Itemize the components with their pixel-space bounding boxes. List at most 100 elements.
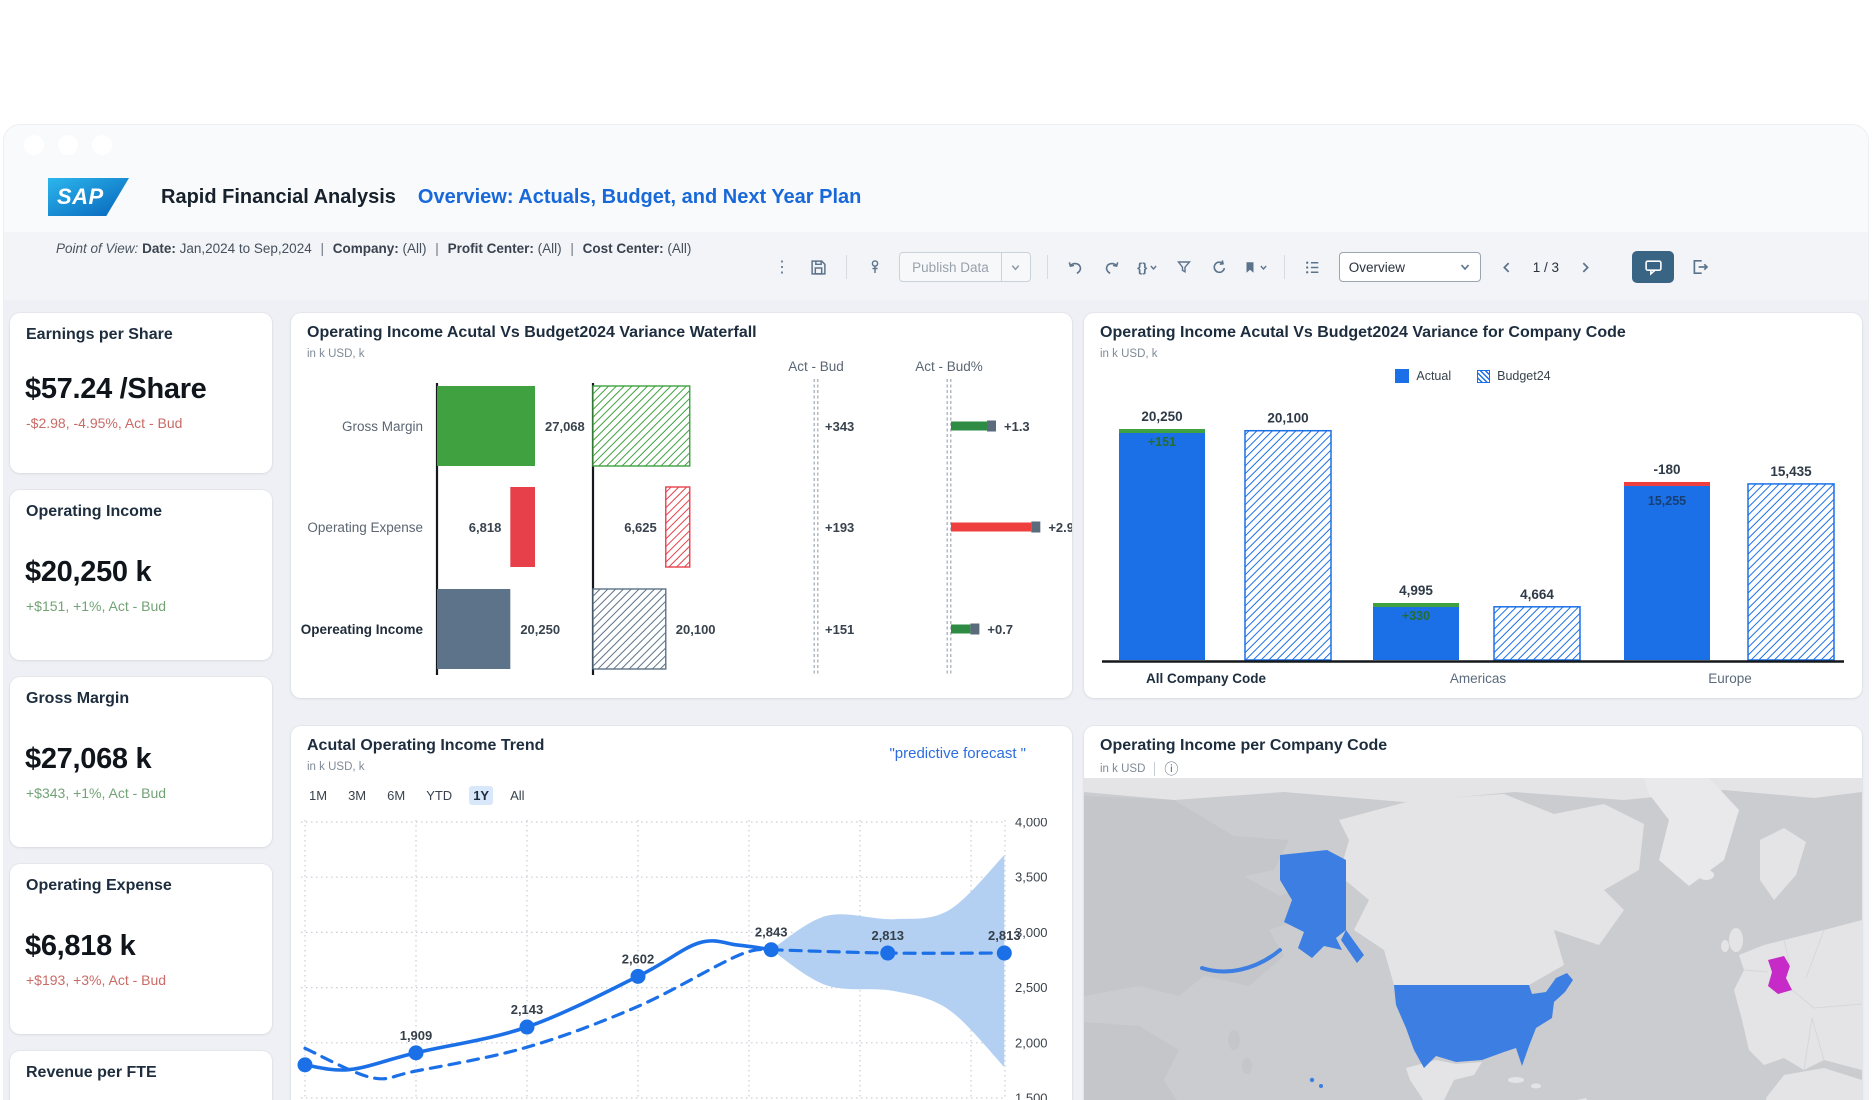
publish-dropdown-icon[interactable]: [1000, 253, 1030, 281]
svg-text:+343: +343: [825, 419, 854, 434]
svg-text:15,435: 15,435: [1770, 464, 1812, 479]
filter-icon[interactable]: [1168, 252, 1200, 282]
germany-region[interactable]: [1768, 956, 1792, 994]
chart-subtitle: in k USD, k: [307, 348, 365, 360]
chart-legend: Actual Budget24: [1084, 369, 1862, 383]
predictive-forecast-link[interactable]: "predictive forecast ": [889, 745, 1026, 762]
chart-subtitle: in k USD, k: [307, 761, 365, 773]
range-button-1y[interactable]: 1Y: [469, 786, 494, 805]
chart-title: Operating Income per Company Code: [1100, 737, 1388, 754]
kpi-value: $57.24 /Share: [25, 373, 207, 405]
time-range-selector: 1M 3M 6M YTD 1Y All: [305, 786, 529, 805]
bookmark-icon[interactable]: [1240, 252, 1272, 282]
kpi-card-operating-income[interactable]: Operating Income $20,250 k +$151, +1%, A…: [10, 490, 272, 660]
alaska-region[interactable]: [1280, 850, 1346, 958]
expression-icon[interactable]: {}: [1132, 252, 1164, 282]
pov-date-value[interactable]: Jan,2024 to Sep,2024: [179, 241, 312, 256]
chart-title: Acutal Operating Income Trend: [307, 737, 545, 754]
publish-data-label: Publish Data: [912, 259, 989, 275]
sap-logo: SAP: [48, 178, 129, 216]
svg-text:Gross Margin: Gross Margin: [342, 419, 423, 434]
header: SAP Rapid Financial Analysis Overview: A…: [48, 173, 861, 221]
list-icon[interactable]: [1297, 252, 1329, 282]
app-title: Rapid Financial Analysis: [161, 185, 396, 208]
legend-item-actual[interactable]: Actual: [1395, 369, 1451, 383]
pov-separator: |: [435, 241, 439, 256]
kpi-delta: -$2.98, -4.95%, Act - Bud: [26, 415, 183, 431]
kpi-card-earnings-per-share[interactable]: Earnings per Share $57.24 /Share -$2.98,…: [10, 313, 272, 473]
undo-icon[interactable]: [1060, 252, 1092, 282]
us-region[interactable]: [1394, 973, 1573, 1068]
range-button-6m[interactable]: 6M: [387, 788, 406, 803]
page-title-link[interactable]: Overview: Actuals, Budget, and Next Year…: [417, 185, 862, 208]
chart-subtitle: in k USD: [1100, 763, 1146, 775]
kpi-title: Gross Margin: [26, 690, 130, 707]
company-code-chart[interactable]: 20,250 +151 20,100 All Company Code 4,995 +33…: [1084, 393, 1862, 698]
toolbar-divider: [1283, 255, 1285, 279]
range-button-ytd[interactable]: YTD: [426, 788, 453, 803]
svg-text:Act - Bud: Act - Bud: [788, 359, 844, 374]
info-icon[interactable]: ⓘ: [1164, 761, 1179, 777]
svg-text:1,500: 1,500: [1015, 1091, 1048, 1100]
pin-icon[interactable]: [859, 252, 891, 282]
map-chart-card: Operating Income per Company Code in k U…: [1084, 726, 1862, 1100]
svg-text:Europe: Europe: [1708, 671, 1752, 686]
publish-data-button[interactable]: Publish Data: [899, 252, 1031, 282]
prev-page-icon[interactable]: [1491, 252, 1523, 282]
svg-text:Americas: Americas: [1450, 671, 1507, 686]
view-dropdown-icon: [1460, 264, 1469, 271]
svg-text:+193: +193: [825, 520, 854, 535]
view-select[interactable]: Overview: [1338, 252, 1481, 282]
kpi-title: Operating Income: [26, 503, 163, 520]
waterfall-chart[interactable]: Act - Bud Act - Bud% Gross Margin 27,068 +34…: [291, 353, 1072, 698]
svg-text:2,000: 2,000: [1015, 1035, 1048, 1050]
svg-text:2,813: 2,813: [988, 928, 1021, 943]
kpi-card-operating-expense[interactable]: Operating Expense $6,818 k +$193, +3%, A…: [10, 864, 272, 1034]
pov-profit-center-value[interactable]: (All): [537, 241, 562, 256]
trend-chart-card: Acutal Operating Income Trend in k USD, …: [291, 726, 1072, 1100]
africa-region: [1766, 1068, 1862, 1100]
company-code-chart-card: Operating Income Acutal Vs Budget2024 Va…: [1084, 313, 1862, 698]
pov-company-value[interactable]: (All): [402, 241, 427, 256]
svg-text:2,602: 2,602: [622, 951, 655, 966]
svg-text:+151: +151: [825, 622, 854, 637]
kpi-card-revenue-per-fte[interactable]: Revenue per FTE: [10, 1051, 272, 1100]
svg-text:27,068: 27,068: [545, 419, 585, 434]
svg-text:Operating Expense: Operating Expense: [307, 520, 423, 535]
range-button-1m[interactable]: 1M: [309, 788, 328, 803]
range-button-all[interactable]: All: [510, 788, 525, 803]
asia-region: [1084, 796, 1314, 996]
pov-cost-center-value[interactable]: (All): [667, 241, 692, 256]
kpi-title: Earnings per Share: [26, 326, 173, 343]
legend-swatch-hatched: [1477, 369, 1491, 383]
svg-text:2,813: 2,813: [871, 928, 904, 943]
svg-text:4,995: 4,995: [1399, 583, 1433, 598]
point-of-view: Point of View: DateJan,2024 to Sep,2024 …: [56, 241, 691, 256]
kpi-delta: +$343, +1%, Act - Bud: [26, 785, 167, 801]
save-icon[interactable]: [802, 252, 834, 282]
legend-item-budget24[interactable]: Budget24: [1477, 369, 1551, 383]
scandinavia-region: [1760, 828, 1806, 900]
svg-text:Act - Bud%: Act - Bud%: [915, 359, 983, 374]
exit-icon[interactable]: [1684, 252, 1716, 282]
svg-text:6,625: 6,625: [624, 520, 657, 535]
svg-text:4,000: 4,000: [1015, 818, 1048, 830]
svg-text:20,100: 20,100: [676, 622, 716, 637]
comment-icon[interactable]: [1632, 251, 1674, 283]
window-dot: [24, 135, 44, 155]
kpi-card-gross-margin[interactable]: Gross Margin $27,068 k +$343, +1%, Act -…: [10, 677, 272, 847]
greenland-region: [1644, 778, 1739, 886]
trend-chart[interactable]: 4,000 3,500 3,000 2,500 2,000 1,500 1,909 2,143…: [291, 818, 1072, 1100]
overflow-icon[interactable]: ⋮: [774, 259, 791, 276]
kpi-title: Revenue per FTE: [26, 1064, 157, 1081]
sap-logo-text: SAP: [57, 184, 104, 209]
svg-text:+151: +151: [1148, 435, 1176, 449]
toolbar: ⋮ Publish Data: [766, 250, 1716, 284]
range-button-3m[interactable]: 3M: [348, 788, 367, 803]
next-page-icon[interactable]: [1569, 252, 1601, 282]
kpi-delta: +$193, +3%, Act - Bud: [26, 972, 167, 988]
refresh-icon[interactable]: [1204, 252, 1236, 282]
redo-icon[interactable]: [1096, 252, 1128, 282]
world-map-chart[interactable]: [1084, 778, 1862, 1100]
svg-text:3,500: 3,500: [1015, 870, 1048, 885]
